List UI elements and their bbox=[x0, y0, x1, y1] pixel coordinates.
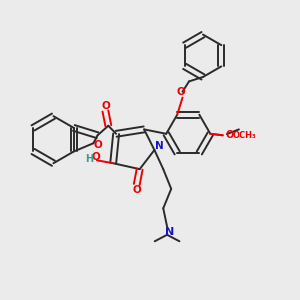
Text: O: O bbox=[132, 185, 141, 195]
Text: O: O bbox=[94, 140, 103, 150]
Text: H: H bbox=[85, 154, 93, 164]
Text: N: N bbox=[155, 142, 164, 152]
Text: O: O bbox=[91, 152, 100, 162]
Text: O: O bbox=[101, 101, 110, 111]
Text: OCH₃: OCH₃ bbox=[233, 131, 257, 140]
Text: N: N bbox=[165, 227, 174, 237]
Text: O: O bbox=[226, 130, 234, 140]
Text: O: O bbox=[177, 87, 185, 97]
